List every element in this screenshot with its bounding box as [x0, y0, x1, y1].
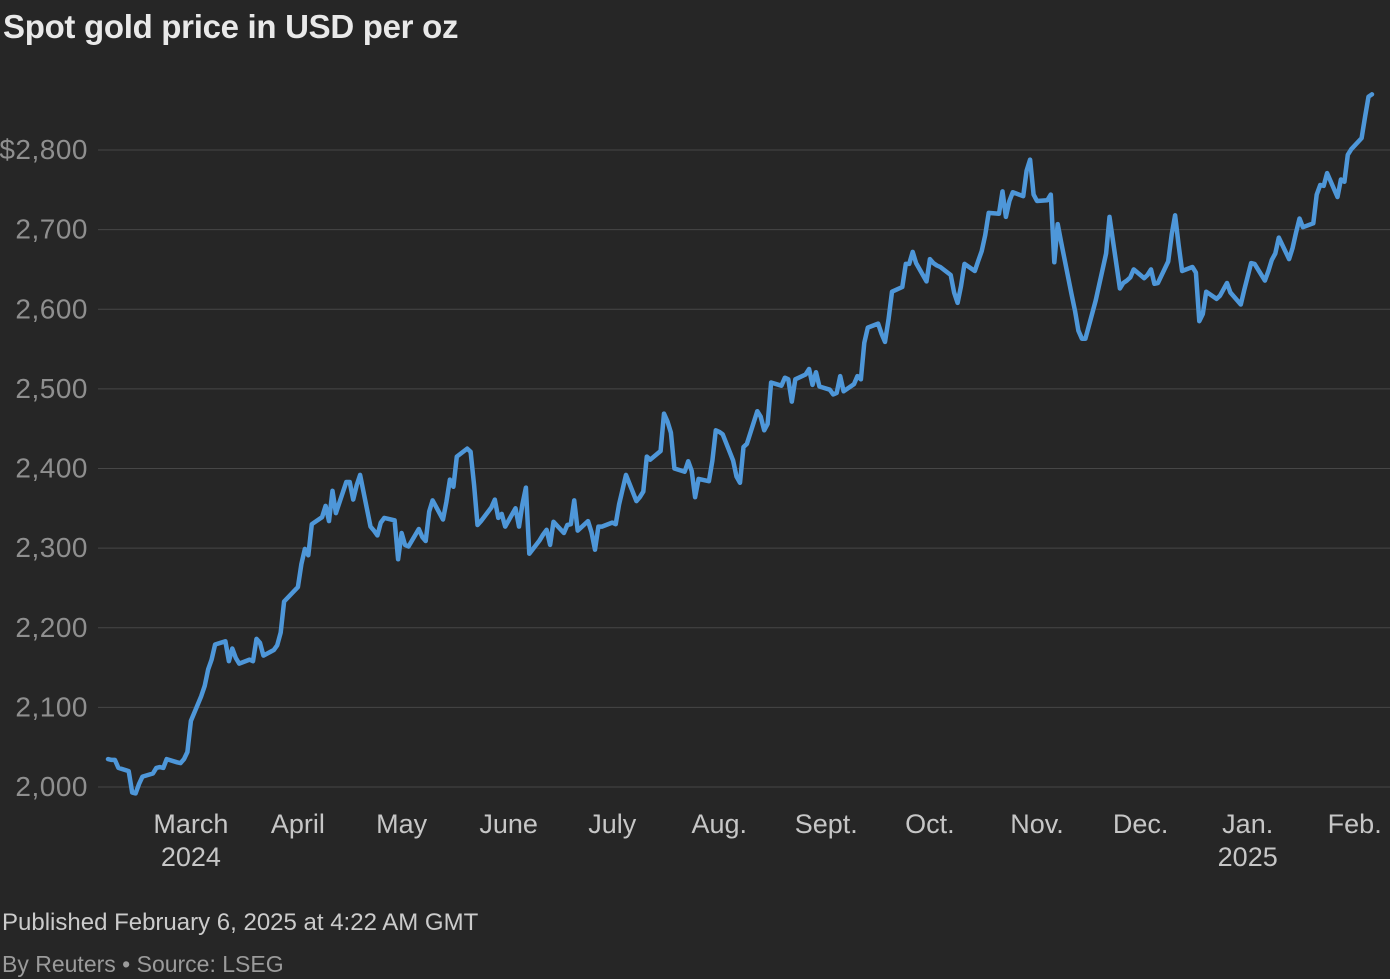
byline-source: By Reuters • Source: LSEG: [2, 951, 284, 977]
x-axis-tick-label: Nov.: [1010, 809, 1064, 839]
y-axis-tick-label: 2,100: [15, 691, 88, 722]
x-axis-tick-label: March: [153, 809, 228, 839]
x-axis-tick-label: Sept.: [795, 809, 858, 839]
price-chart: $2,800 2,700 2,600 2,500 2,400 2,300 2,200 2,10…: [0, 92, 1390, 872]
x-axis-tick-label: July: [588, 809, 637, 839]
x-axis-year-label: 2025: [1218, 842, 1278, 872]
published-timestamp: Published February 6, 2025 at 4:22 AM GM…: [2, 909, 479, 936]
chart-title: Spot gold price in USD per oz: [3, 8, 459, 45]
y-axis-tick-label: 2,700: [15, 214, 88, 245]
x-axis-tick-label: Oct.: [905, 809, 955, 839]
price-line: [105, 92, 1375, 796]
x-axis-tick-label: Aug.: [692, 809, 748, 839]
y-axis-tick-label: 2,500: [15, 373, 88, 404]
y-axis-tick-label: 2,000: [15, 771, 88, 802]
x-axis-tick-label: Dec.: [1113, 809, 1169, 839]
x-axis-tick-label: Feb.: [1328, 809, 1382, 839]
x-axis-year-label: 2024: [161, 842, 221, 872]
y-axis-tick-label: 2,400: [15, 453, 88, 484]
y-axis-tick-label: $2,800: [0, 134, 88, 165]
y-axis-tick-label: 2,200: [15, 612, 88, 643]
y-axis-tick-label: 2,600: [15, 293, 88, 324]
x-axis-tick-label: Jan.: [1222, 809, 1273, 839]
x-axis-tick-label: May: [376, 809, 428, 839]
x-axis-tick-label: April: [271, 809, 325, 839]
y-axis-tick-label: 2,300: [15, 532, 88, 563]
x-axis-tick-label: June: [479, 809, 538, 839]
